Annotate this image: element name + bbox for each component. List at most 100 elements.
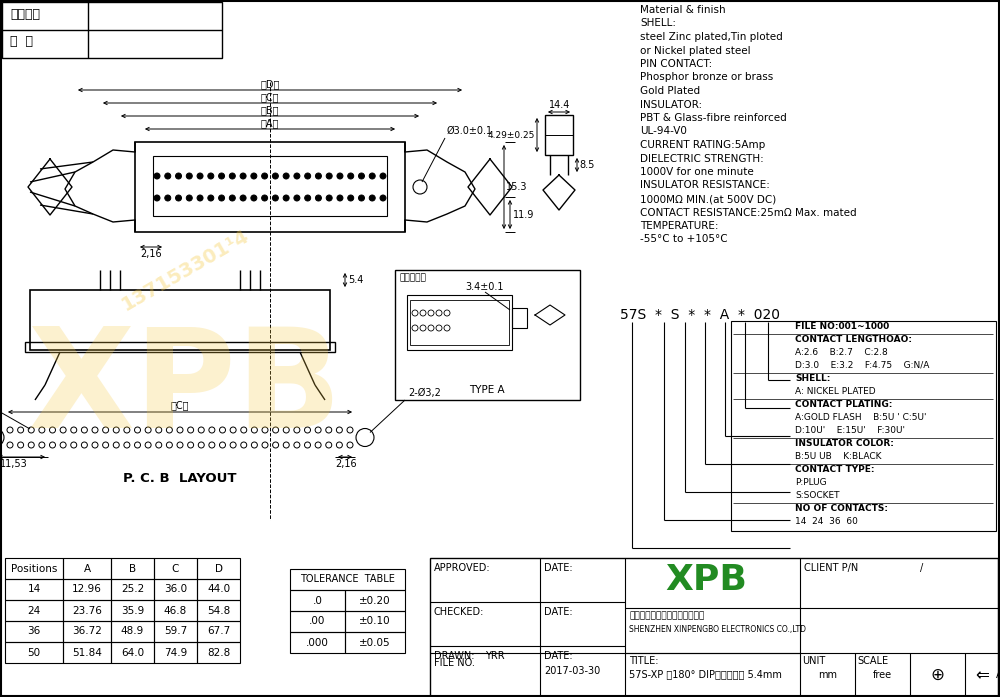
Text: 137153301¹4: 137153301¹4 <box>118 226 252 314</box>
Circle shape <box>229 173 235 179</box>
Text: B:5U UB    K:BLACK: B:5U UB K:BLACK <box>795 452 882 461</box>
Text: 8.5: 8.5 <box>579 160 594 170</box>
Text: 1000MΩ MIN.(at 500V DC): 1000MΩ MIN.(at 500V DC) <box>640 194 776 204</box>
Text: UNIT: UNIT <box>802 656 825 666</box>
Text: A: NICKEL PLATED: A: NICKEL PLATED <box>795 387 876 396</box>
Text: XPB: XPB <box>665 563 747 597</box>
Text: TOLERANCE  TABLE: TOLERANCE TABLE <box>300 574 395 585</box>
Text: A:2.6    B:2.7    C:2.8: A:2.6 B:2.7 C:2.8 <box>795 348 888 357</box>
Bar <box>5 621 63 642</box>
Bar <box>407 295 512 350</box>
Bar <box>197 621 240 642</box>
Text: SCALE: SCALE <box>857 656 888 666</box>
Text: 23.76: 23.76 <box>72 606 102 615</box>
Text: .00: .00 <box>309 617 326 627</box>
Text: 44.0: 44.0 <box>207 585 230 595</box>
Text: DATE:: DATE: <box>544 607 573 617</box>
Circle shape <box>358 195 364 201</box>
Text: 12.96: 12.96 <box>72 585 102 595</box>
Text: 57S  *  S  *  *  A  *  020: 57S * S * * A * 020 <box>620 308 780 322</box>
Bar <box>63 642 111 663</box>
Text: INSULATOR COLOR:: INSULATOR COLOR: <box>795 439 894 448</box>
Bar <box>345 632 405 653</box>
Text: Phosphor bronze or brass: Phosphor bronze or brass <box>640 72 773 82</box>
Bar <box>545 115 573 155</box>
Bar <box>111 558 154 579</box>
Text: 54.8: 54.8 <box>207 606 230 615</box>
Circle shape <box>165 173 171 179</box>
Text: CONTACT LENGTHOAO:: CONTACT LENGTHOAO: <box>795 335 912 344</box>
Text: 4.29±0.25: 4.29±0.25 <box>488 130 535 139</box>
Text: 11.9: 11.9 <box>513 210 534 220</box>
Text: mm: mm <box>818 670 837 680</box>
Text: CONTACT PLATING:: CONTACT PLATING: <box>795 400 892 409</box>
Text: SHELL:: SHELL: <box>795 374 830 383</box>
Text: ±0.20: ±0.20 <box>359 595 391 606</box>
Text: 3.4±0.1: 3.4±0.1 <box>465 282 504 292</box>
Text: INSULATOR:: INSULATOR: <box>640 100 702 109</box>
Text: DATE:: DATE: <box>544 563 573 573</box>
Text: 64.0: 64.0 <box>121 648 144 657</box>
Text: Gold Plated: Gold Plated <box>640 86 700 96</box>
Text: 36.0: 36.0 <box>164 585 187 595</box>
Text: ＜B＞: ＜B＞ <box>261 105 279 115</box>
Text: 15.3: 15.3 <box>506 182 528 192</box>
Bar <box>197 558 240 579</box>
Text: CURRENT RATING:5Amp: CURRENT RATING:5Amp <box>640 140 765 150</box>
Circle shape <box>219 173 225 179</box>
Text: ±0.05: ±0.05 <box>359 638 391 648</box>
Bar <box>290 632 345 653</box>
Text: 模具孔不同: 模具孔不同 <box>400 273 427 282</box>
Text: PIN CONTACT:: PIN CONTACT: <box>640 59 712 69</box>
Text: D: D <box>214 563 222 574</box>
Text: ＜A＞: ＜A＞ <box>261 118 279 128</box>
Text: Ø3.0±0.1: Ø3.0±0.1 <box>447 126 493 136</box>
Text: Material & finish: Material & finish <box>640 5 726 15</box>
Bar <box>135 142 405 232</box>
Bar <box>290 569 405 590</box>
Bar <box>63 600 111 621</box>
Text: .000: .000 <box>306 638 329 648</box>
Circle shape <box>154 195 160 201</box>
Text: CONTACT TYPE:: CONTACT TYPE: <box>795 465 874 474</box>
Bar <box>25 342 335 352</box>
Bar <box>197 579 240 600</box>
Text: ⇐: ⇐ <box>976 666 989 684</box>
Circle shape <box>337 195 343 201</box>
Text: 2,16: 2,16 <box>335 459 357 469</box>
Bar <box>63 579 111 600</box>
Text: 5.4: 5.4 <box>348 275 363 285</box>
Circle shape <box>283 195 289 201</box>
Bar <box>345 590 405 611</box>
Bar <box>512 308 527 328</box>
Circle shape <box>380 195 386 201</box>
Text: 59.7: 59.7 <box>164 627 187 636</box>
Text: SHENZHEN XINPENGBO ELECTRONICS CO.,LTD: SHENZHEN XINPENGBO ELECTRONICS CO.,LTD <box>629 625 806 634</box>
Bar <box>5 558 63 579</box>
Bar <box>290 611 345 632</box>
Text: free: free <box>873 670 892 680</box>
Text: steel Zinc plated,Tin ploted: steel Zinc plated,Tin ploted <box>640 32 783 42</box>
Bar <box>197 600 240 621</box>
Circle shape <box>305 195 311 201</box>
Bar <box>197 642 240 663</box>
Text: D:3.0    E:3.2    F:4.75    G:N/A: D:3.0 E:3.2 F:4.75 G:N/A <box>795 361 929 370</box>
Text: 25.2: 25.2 <box>121 585 144 595</box>
Bar <box>154 642 197 663</box>
Text: A: A <box>996 670 1000 680</box>
Text: TITLE:: TITLE: <box>629 656 658 666</box>
Text: 50: 50 <box>27 648 41 657</box>
Bar <box>2 2 222 58</box>
Text: ＜C＞: ＜C＞ <box>171 400 189 410</box>
Text: 82.8: 82.8 <box>207 648 230 657</box>
Bar <box>111 642 154 663</box>
Circle shape <box>369 195 375 201</box>
Text: A: A <box>83 563 91 574</box>
Text: TEMPERATURE:: TEMPERATURE: <box>640 221 718 231</box>
Text: DRAWN:: DRAWN: <box>434 651 475 661</box>
Bar <box>5 579 63 600</box>
Text: 11,53: 11,53 <box>0 459 28 469</box>
Text: 14: 14 <box>27 585 41 595</box>
Text: P. C. B  LAYOUT: P. C. B LAYOUT <box>123 472 237 485</box>
Bar <box>153 156 387 216</box>
